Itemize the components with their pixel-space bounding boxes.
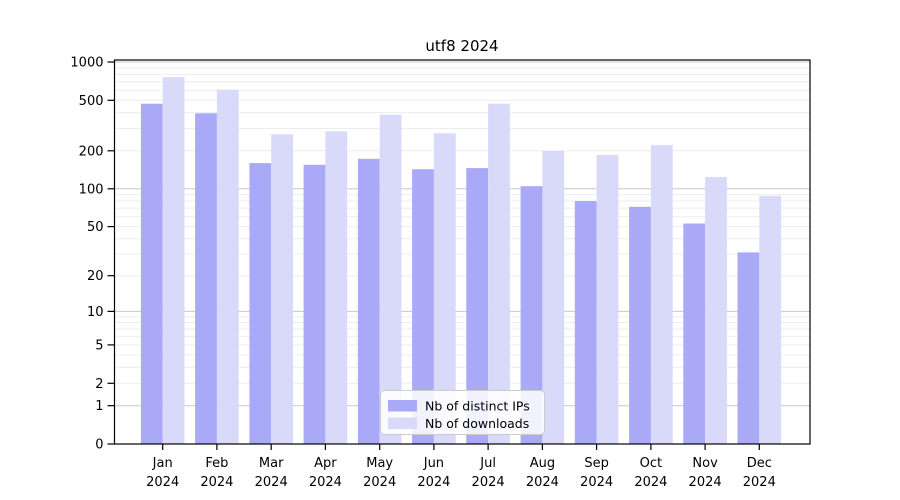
bar-downloads-oct (650, 145, 673, 444)
xtick-label-year-may: 2024 (363, 475, 396, 490)
bar-downloads-apr (325, 131, 348, 445)
ytick-label-10: 10 (87, 305, 104, 320)
ytick-label-20: 20 (87, 269, 104, 284)
bar-downloads-nov (705, 177, 727, 444)
bar-distinct-ips-jun (412, 169, 434, 444)
xtick-label-month-jan: Jan (152, 456, 173, 471)
ytick-label-500: 500 (79, 94, 104, 109)
xtick-label-year-feb: 2024 (200, 475, 233, 490)
bar-downloads-dec (759, 195, 782, 444)
bar-distinct-ips-sep (574, 201, 597, 444)
legend-label-downloads: Nb of downloads (425, 416, 529, 431)
legend: Nb of distinct IPs Nb of downloads (380, 390, 545, 435)
bar-distinct-ips-may (357, 158, 380, 445)
chart-title: utf8 2024 (425, 37, 498, 55)
xtick-label-month-jun: Jun (423, 456, 444, 471)
legend-label-distinct-ips: Nb of distinct IPs (425, 399, 530, 414)
bar-downloads-jun (433, 133, 456, 445)
xtick-label-month-oct: Oct (640, 456, 662, 471)
ytick-label-1000: 1000 (70, 56, 103, 71)
bar-downloads-jan (162, 77, 185, 444)
xtick-label-month-apr: Apr (314, 456, 337, 471)
xtick-label-month-jul: Jul (479, 456, 496, 471)
xtick-label-year-sep: 2024 (580, 475, 613, 490)
ytick-label-2: 2 (95, 377, 103, 392)
xtick-label-year-aug: 2024 (526, 475, 559, 490)
ytick-label-0: 0 (95, 438, 103, 453)
bar-distinct-ips-jul (466, 168, 489, 444)
xtick-label-month-sep: Sep (584, 456, 609, 471)
legend-swatch-downloads (388, 417, 417, 429)
bar-distinct-ips-feb (195, 113, 217, 445)
xtick-label-month-feb: Feb (205, 456, 228, 471)
xtick-label-year-oct: 2024 (634, 475, 667, 490)
bar-downloads-sep (596, 155, 619, 444)
bar-distinct-ips-dec (737, 252, 760, 444)
ytick-label-50: 50 (87, 220, 104, 235)
plot-frame (113, 59, 811, 445)
bar-distinct-ips-jan (140, 103, 163, 444)
xtick-label-year-nov: 2024 (689, 475, 722, 490)
xtick-label-year-apr: 2024 (309, 475, 342, 490)
xtick-label-month-dec: Dec (747, 456, 772, 471)
ytick-label-5: 5 (95, 338, 103, 353)
bar-downloads-feb (216, 89, 239, 445)
xtick-label-month-nov: Nov (692, 456, 718, 471)
xtick-label-year-mar: 2024 (255, 475, 288, 490)
xtick-label-year-jul: 2024 (472, 475, 505, 490)
legend-swatch-distinct-ips (388, 400, 417, 412)
bar-distinct-ips-nov (683, 223, 706, 444)
bar-downloads-mar (271, 134, 293, 445)
legend-box (380, 390, 545, 435)
bar-downloads-jul (488, 103, 510, 444)
bar-distinct-ips-mar (249, 163, 272, 444)
bar-distinct-ips-aug (520, 186, 543, 444)
ytick-label-100: 100 (79, 182, 104, 197)
xtick-label-year-dec: 2024 (743, 475, 776, 490)
xtick-label-month-mar: Mar (259, 456, 284, 471)
xtick-label-year-jan: 2024 (146, 475, 179, 490)
axes: 0 1 2 5 10 20 50 100 200 500 1000 Jan 2024 Feb 2024 Mar… (70, 56, 775, 491)
bar-downloads-may (379, 114, 402, 444)
bar-distinct-ips-apr (303, 164, 326, 445)
ytick-label-200: 200 (79, 144, 104, 159)
xtick-label-month-aug: Aug (530, 456, 555, 471)
ytick-label-1: 1 (95, 399, 103, 414)
bars (140, 77, 782, 445)
xtick-label-year-jun: 2024 (417, 475, 450, 490)
bar-distinct-ips-oct (629, 206, 651, 444)
xtick-label-month-may: May (366, 456, 393, 471)
bar-downloads-aug (542, 150, 565, 445)
